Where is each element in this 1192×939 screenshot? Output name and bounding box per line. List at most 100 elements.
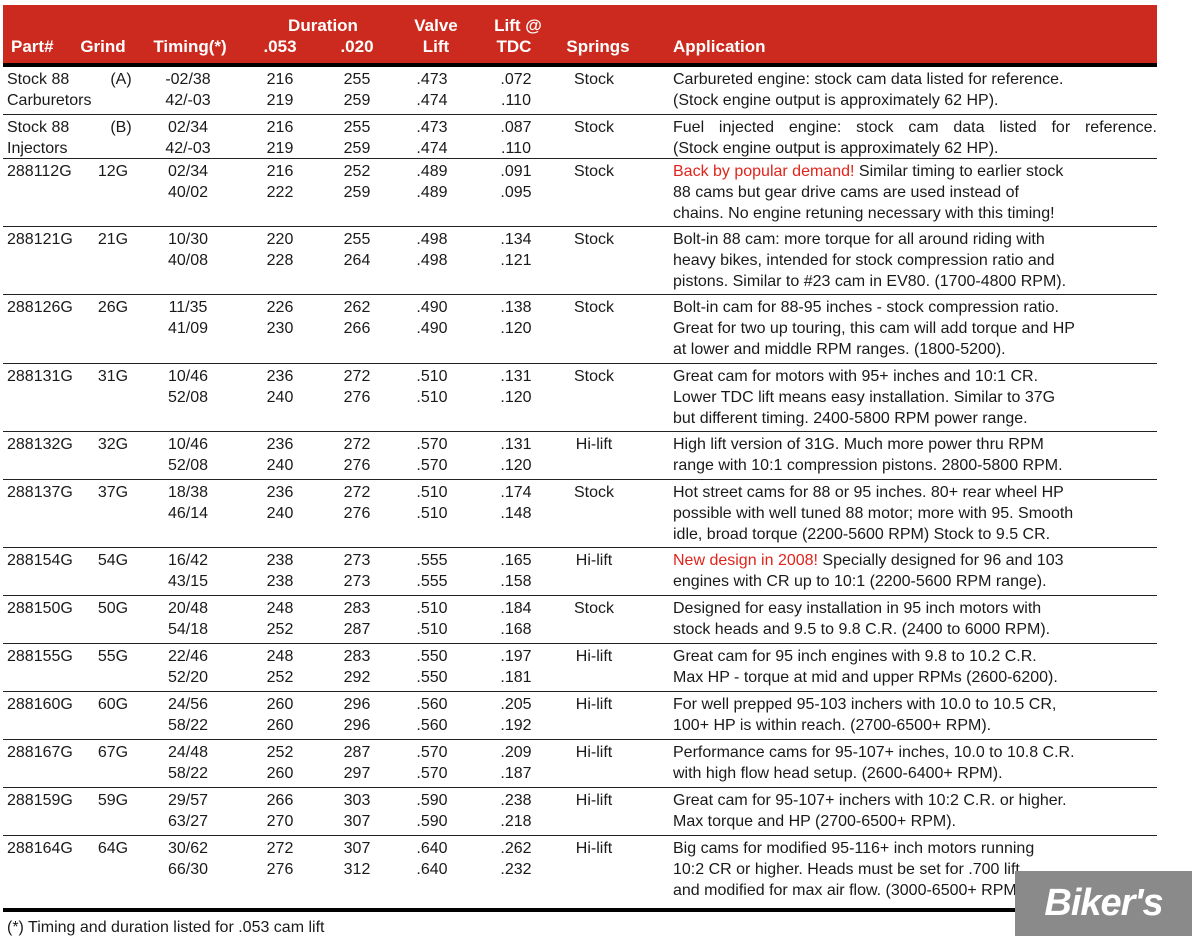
valve-lift: .555 .555 — [416, 550, 447, 592]
valve-lift: .510 .510 — [416, 366, 447, 408]
duration-020: 283 292 — [344, 646, 371, 688]
table-row: 288131G 31G 10/46 52/08 236 240 272 276.510.510… — [3, 364, 1157, 432]
application: Back by popular demand! Similar timing t… — [673, 161, 1157, 224]
springs: Hi-lift — [575, 436, 613, 453]
application: Great cam for 95-107+ inchers with 10:2 … — [673, 790, 1157, 832]
application-text: with high flow head setup. (2600-6400+ R… — [673, 765, 1003, 782]
value: .555 — [416, 552, 448, 569]
application: Carbureted engine: stock cam data listed… — [673, 69, 1157, 111]
value: 260 — [266, 765, 294, 782]
value: 236 — [266, 484, 294, 501]
part-line: Stock 88 — [7, 119, 70, 136]
table-row: Stock 88 Carburetors (A) -02/38 42/-03 216 219… — [3, 67, 1157, 115]
value: 259 — [343, 140, 371, 157]
value: 42/-03 — [165, 140, 211, 157]
application-text: High lift version of 31G. Much more powe… — [673, 436, 1044, 453]
application-text: possible with well tuned 88 motor; more … — [673, 505, 1074, 522]
value: 42/-03 — [165, 92, 211, 109]
application: High lift version of 31G. Much more powe… — [673, 434, 1157, 476]
application-line: idle, broad torque (2200-5600 RPM) Stock… — [673, 524, 1157, 545]
application-line: Carbureted engine: stock cam data listed… — [673, 69, 1157, 90]
value: 216 — [266, 163, 294, 180]
application-line: Bolt-in 88 cam: more torque for all arou… — [673, 229, 1157, 250]
watermark-logo: Biker's Store — [1015, 871, 1192, 936]
table-header: Part# Grind Timing(*) Duration .053 .020… — [3, 5, 1157, 63]
value: .510 — [416, 505, 448, 522]
value: 273 — [343, 573, 371, 590]
value: 52/20 — [167, 669, 209, 686]
value: 248 — [266, 600, 294, 617]
value: 252 — [266, 669, 294, 686]
part-number: 288126G — [7, 297, 73, 318]
application-text: Lower TDC lift means easy installation. … — [673, 389, 1056, 406]
value: 66/30 — [167, 861, 209, 878]
springs: Hi-lift — [575, 648, 613, 665]
value: .072 — [500, 71, 532, 88]
header-duration: Duration — [288, 16, 358, 35]
highlight-text: New design in 2008! — [673, 552, 818, 569]
duration-053: 266 270 — [267, 790, 294, 832]
table-row: 288137G 37G 18/38 46/14 236 240 272 276.510.510… — [3, 480, 1157, 548]
table-row: 288132G 32G 10/46 52/08 236 240 272 276.570.570… — [3, 432, 1157, 480]
lift-at-tdc: .184 .168 — [500, 598, 531, 640]
application-line: Back by popular demand! Similar timing t… — [673, 161, 1157, 182]
part-number: 288167G — [7, 742, 73, 763]
value: .570 — [416, 436, 448, 453]
timing: 11/35 41/09 — [168, 297, 208, 339]
value: 20/48 — [167, 600, 209, 617]
value: 63/27 — [167, 813, 209, 830]
application-line: Great cam for 95 inch engines with 9.8 t… — [673, 646, 1157, 667]
value: 296 — [343, 696, 371, 713]
value: 307 — [343, 840, 371, 857]
value: 283 — [343, 648, 371, 665]
table-row: 288154G 54G 16/42 43/15 238 238 273 273.555.555… — [3, 548, 1157, 596]
value: .197 — [500, 648, 532, 665]
application-line: stock heads and 9.5 to 9.8 C.R. (2400 to… — [673, 619, 1157, 640]
highlight-text: Back by popular demand! — [673, 163, 855, 180]
application-line: pistons. Similar to #23 cam in EV80. (17… — [673, 271, 1157, 292]
grind: 31G — [97, 368, 129, 385]
value: 24/48 — [167, 744, 209, 761]
application-text: Max torque and HP (2700-6500+ RPM). — [673, 813, 956, 830]
lift-at-tdc: .209 .187 — [500, 742, 531, 784]
duration-053: 216 222 — [267, 161, 294, 203]
value: .232 — [500, 861, 532, 878]
timing: 10/46 52/08 — [168, 434, 208, 476]
duration-020: 272 276 — [344, 366, 371, 408]
timing: 02/34 42/-03 — [165, 117, 210, 159]
part-number: 288121G — [7, 229, 73, 250]
value: .555 — [416, 573, 448, 590]
header-lift-at: Lift @ — [494, 16, 542, 35]
application-text: For well prepped 95-103 inchers with 10.… — [673, 696, 1057, 713]
lift-at-tdc: .134 .121 — [500, 229, 531, 271]
value: 219 — [266, 92, 294, 109]
value: .087 — [500, 119, 532, 136]
application-text: Fuel injected engine: stock cam data lis… — [673, 119, 1157, 136]
application-line: possible with well tuned 88 motor; more … — [673, 503, 1157, 524]
value: 10/30 — [167, 231, 209, 248]
value: 238 — [266, 552, 294, 569]
duration-053: 236 240 — [267, 434, 294, 476]
header-divider — [3, 63, 1157, 67]
valve-lift: .550 .550 — [416, 646, 447, 688]
application-line: 100+ HP is within reach. (2700-6500+ RPM… — [673, 715, 1157, 736]
value: .095 — [500, 184, 532, 201]
part-line: 288167G — [7, 744, 73, 761]
application-line: New design in 2008! Specially designed f… — [673, 550, 1157, 571]
timing: 29/57 63/27 — [168, 790, 208, 832]
application: Great cam for motors with 95+ inches and… — [673, 366, 1157, 429]
value: .498 — [416, 231, 448, 248]
part-number: 288154G — [7, 550, 73, 571]
part-number: 288164G — [7, 838, 73, 859]
application-line: Big cams for modified 95-116+ inch motor… — [673, 838, 1157, 859]
springs: Hi-lift — [575, 744, 613, 761]
lift-at-tdc: .091 .095 — [500, 161, 531, 203]
value: 02/34 — [167, 163, 209, 180]
springs: Stock — [573, 163, 615, 180]
header-application: Application — [673, 37, 766, 56]
value: 238 — [266, 573, 294, 590]
valve-lift: .570 .570 — [416, 434, 447, 476]
grind: 55G — [97, 648, 129, 665]
duration-053: 248 252 — [267, 598, 294, 640]
application-line: High lift version of 31G. Much more powe… — [673, 434, 1157, 455]
